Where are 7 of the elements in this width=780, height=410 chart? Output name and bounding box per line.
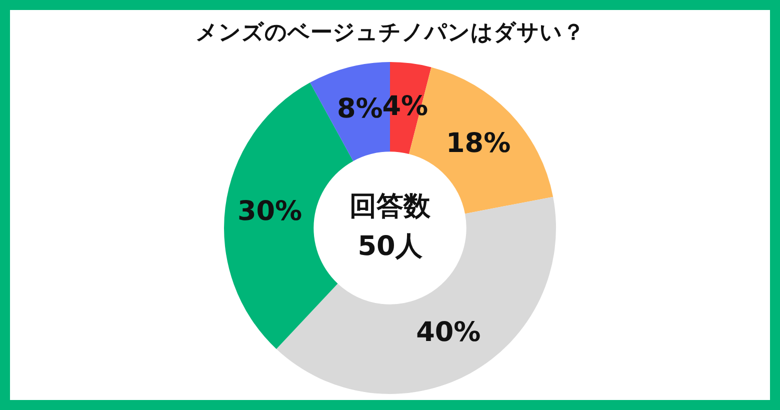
data-label: 8% — [336, 94, 383, 125]
text: 50人 — [358, 231, 424, 262]
data-label: 30% — [237, 196, 302, 227]
data-label: 18% — [446, 128, 511, 160]
chart-title: メンズのベージュチノパンはダサい？ — [196, 20, 584, 46]
text: 回答数 — [350, 191, 432, 222]
data-label: 40% — [416, 317, 481, 348]
